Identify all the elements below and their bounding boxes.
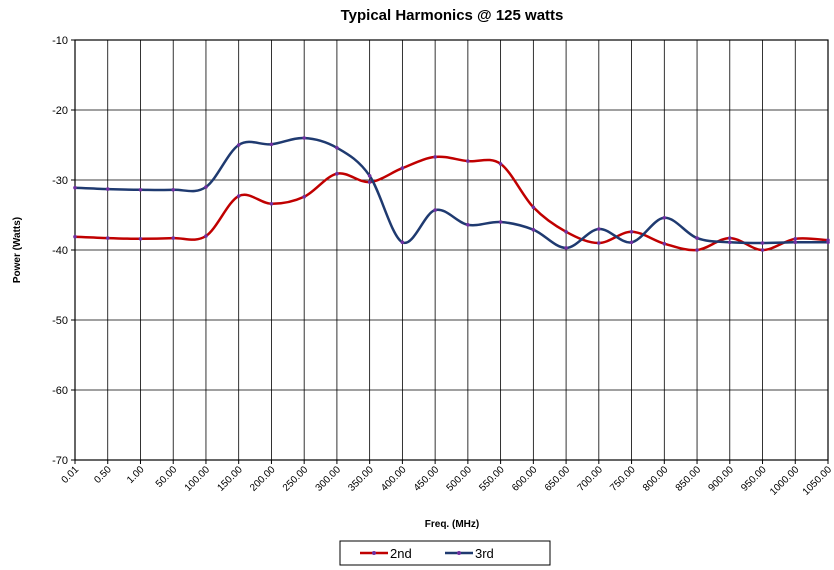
data-point <box>204 185 208 189</box>
data-point <box>171 236 176 240</box>
data-point <box>531 227 536 232</box>
data-point <box>138 237 143 241</box>
series-line <box>74 136 829 250</box>
y-tick-label: -10 <box>52 35 68 47</box>
data-point <box>662 241 667 246</box>
data-point <box>793 237 798 241</box>
x-tick-label: 400.00 <box>379 464 409 494</box>
data-point <box>498 162 503 166</box>
x-tick-label: 600.00 <box>510 464 540 494</box>
data-point <box>531 205 536 210</box>
data-point <box>236 143 241 147</box>
legend-label: 2nd <box>390 546 412 561</box>
data-point <box>73 185 77 190</box>
legend-marker <box>372 551 376 555</box>
x-tick-label: 250.00 <box>281 464 311 494</box>
data-point <box>564 246 568 250</box>
data-point <box>662 216 667 220</box>
data-point <box>367 180 372 184</box>
data-point <box>171 188 176 192</box>
data-point <box>826 240 830 245</box>
x-tick-label: 650.00 <box>543 464 573 494</box>
y-tick-label: -60 <box>52 385 68 397</box>
x-tick-label: 100.00 <box>183 464 213 494</box>
x-tick-label: 900.00 <box>706 464 736 494</box>
x-tick-label: 500.00 <box>445 464 475 494</box>
data-point <box>564 230 568 234</box>
data-point <box>760 248 765 252</box>
x-tick-label: 1.00 <box>125 464 147 486</box>
x-tick-label: 1000.00 <box>768 464 802 498</box>
data-point <box>73 234 77 239</box>
data-point <box>760 241 765 245</box>
chart-title: Typical Harmonics @ 125 watts <box>341 7 564 24</box>
data-point <box>138 188 143 192</box>
data-point <box>400 166 405 170</box>
data-point <box>793 240 798 245</box>
data-point <box>269 202 274 206</box>
y-tick-label: -70 <box>52 455 68 467</box>
data-point <box>400 240 405 245</box>
x-tick-label: 0.01 <box>60 464 82 486</box>
data-point <box>597 241 601 245</box>
data-point <box>302 195 306 199</box>
x-tick-label: 150.00 <box>215 464 245 494</box>
data-point <box>105 236 110 240</box>
data-point <box>204 234 208 238</box>
data-point <box>466 159 470 163</box>
data-point <box>302 136 306 140</box>
data-point <box>629 240 634 245</box>
plot-frame <box>74 39 829 461</box>
data-point <box>629 230 634 234</box>
data-point <box>367 174 372 178</box>
data-point <box>335 171 339 176</box>
x-tick-label: 300.00 <box>314 464 344 494</box>
data-point <box>269 142 274 147</box>
data-point <box>433 155 437 159</box>
x-tick-label: 750.00 <box>608 464 638 494</box>
x-tick-label: 550.00 <box>477 464 507 494</box>
x-tick-label: 700.00 <box>576 464 606 494</box>
legend-label: 3rd <box>475 546 494 561</box>
data-point <box>466 223 470 227</box>
y-tick-label: -30 <box>52 175 68 187</box>
x-axis-title: Freq. (MHz) <box>425 519 479 530</box>
y-axis-title: Power (Watts) <box>12 217 23 283</box>
data-point <box>695 248 699 252</box>
x-tick-label: 350.00 <box>346 464 376 494</box>
legend-marker <box>457 551 461 555</box>
x-tick-label: 1050.00 <box>801 464 834 498</box>
data-point <box>597 227 601 231</box>
y-tick-label: -40 <box>52 245 68 257</box>
x-tick-label: 0.50 <box>92 464 114 486</box>
data-point <box>498 220 503 224</box>
data-point <box>236 194 241 198</box>
x-tick-label: 800.00 <box>641 464 671 494</box>
x-tick-label: 950.00 <box>739 464 769 494</box>
x-tick-label: 50.00 <box>154 464 180 490</box>
x-tick-label: 450.00 <box>412 464 442 494</box>
y-tick-label: -20 <box>52 105 68 117</box>
data-point <box>727 240 732 245</box>
x-tick-label: 200.00 <box>248 464 278 494</box>
x-tick-label: 850.00 <box>674 464 704 494</box>
data-point <box>105 187 110 191</box>
series-line <box>74 155 829 252</box>
data-point <box>727 236 732 240</box>
y-tick-label: -50 <box>52 315 68 327</box>
data-point <box>433 208 437 212</box>
data-point <box>695 236 699 240</box>
data-point <box>335 146 339 150</box>
